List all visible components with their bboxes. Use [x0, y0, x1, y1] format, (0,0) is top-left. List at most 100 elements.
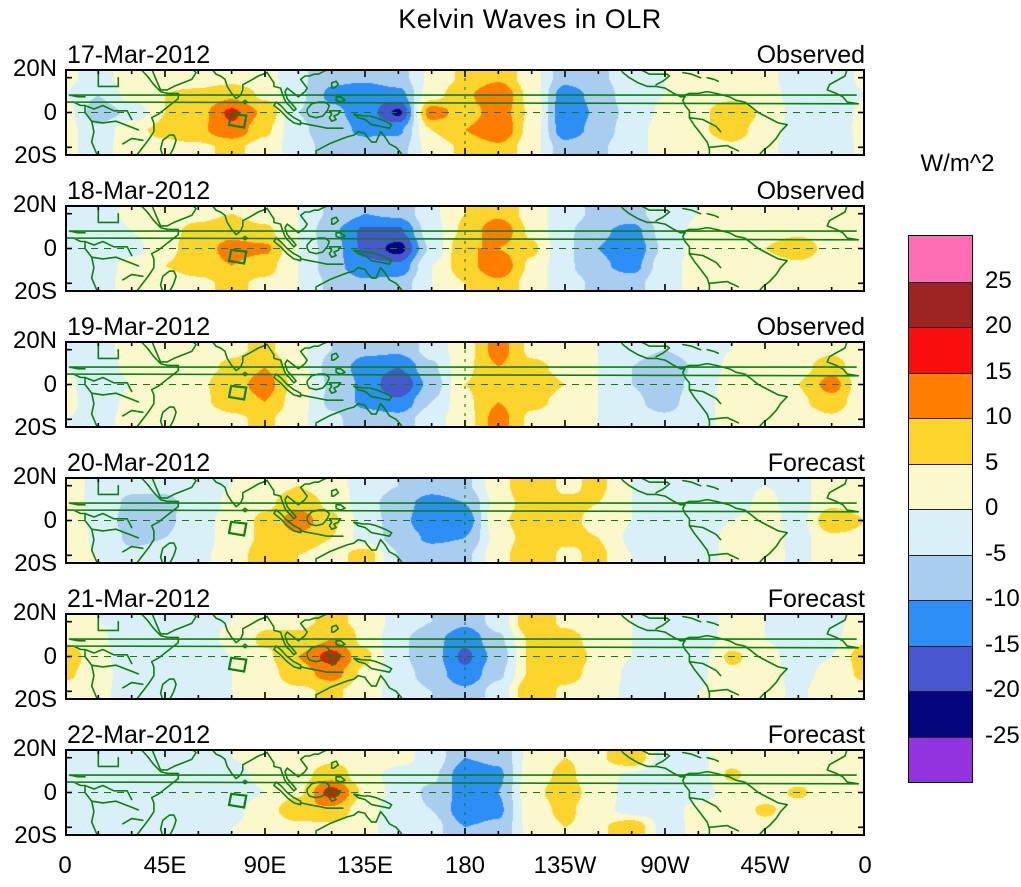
colorbar-tick-labels: 25 20 15 10 5 0 -5 -10 -15 -20 -25: [985, 235, 1021, 783]
coastline-path: [330, 80, 340, 89]
coastline-path: [688, 796, 722, 813]
coastline-path: [353, 793, 393, 809]
coastline-path: [122, 545, 144, 553]
coastline-path: [150, 749, 197, 771]
coastline-path: [150, 613, 197, 635]
coastline-path: [639, 477, 671, 494]
coastline-path: [122, 273, 144, 281]
coastline-path: [68, 366, 857, 370]
map-plot-area: [65, 749, 865, 836]
coastline-path: [335, 504, 346, 511]
colorbar-segment: [909, 372, 972, 418]
coastline-path: [159, 134, 177, 156]
coastline-path: [328, 246, 342, 258]
coastline-path: [353, 657, 393, 673]
colorbar-segment: [909, 736, 972, 782]
coastline-path: [242, 779, 248, 785]
coastline-path: [210, 69, 333, 112]
map-panel-22-mar: 22-Mar-2012 Forecast 20N 0 20S: [13, 721, 865, 848]
coastline-path: [97, 751, 120, 768]
colorbar-segment: [909, 509, 972, 555]
coastline-path: [679, 498, 788, 564]
coastline-path: [335, 776, 346, 783]
coastline-path: [639, 613, 671, 630]
coastline-path: [84, 104, 133, 121]
coastline-path: [97, 71, 120, 88]
y-tick-label-20s: 20S: [14, 414, 57, 441]
coastline-path: [273, 237, 302, 262]
y-tick-label-eq: 0: [43, 507, 57, 534]
coastline-path: [619, 69, 666, 89]
coastline-path: [210, 205, 333, 248]
coastline-path: [315, 674, 404, 700]
coastline-path: [210, 477, 333, 520]
coastline-path: [619, 749, 666, 769]
coastline-path: [68, 502, 857, 506]
coastline-path: [122, 409, 144, 417]
coastline-path: [328, 382, 342, 394]
coastline-path: [330, 760, 340, 769]
coastline-path: [273, 373, 302, 398]
colorbar-tick-label: -5: [985, 539, 1007, 567]
colorbar-segment: [909, 645, 972, 691]
y-tick-label-eq: 0: [43, 371, 57, 398]
colorbar-tick-label: -25: [985, 721, 1020, 749]
target-region-box: [227, 520, 248, 537]
coastline-path: [688, 660, 722, 677]
coastline-path: [708, 552, 740, 560]
coastline-path: [135, 205, 180, 292]
target-region-box: [227, 112, 248, 129]
coastline-path: [706, 348, 720, 354]
colorbar-tick-label: 5: [985, 448, 999, 476]
coastline-path: [639, 205, 671, 222]
x-tick-label: 135E: [336, 852, 394, 879]
coastline-path: [68, 774, 857, 778]
coastline-path: [242, 507, 248, 513]
coastline-path: [330, 488, 340, 497]
coastline-path: [90, 256, 140, 267]
x-tick-label: 45E: [143, 852, 187, 879]
panel-border: [65, 749, 865, 836]
map-plot-area: [65, 613, 865, 700]
coastline-path: [97, 479, 120, 496]
coastline-path: [122, 137, 144, 145]
colorbar-segment: [909, 554, 972, 600]
colorbar-segment: [909, 600, 972, 646]
coastline-path: [306, 373, 331, 391]
map-overlay: [65, 69, 865, 156]
coastline-path: [706, 620, 720, 626]
coastline-path: [682, 343, 702, 351]
target-region-box: [227, 384, 248, 401]
coastline-path: [330, 624, 340, 633]
coastline-path: [84, 240, 133, 257]
panel-border: [65, 69, 865, 156]
coastline-path: [84, 784, 133, 801]
coastline-path: [679, 90, 788, 156]
coastline-path: [66, 477, 860, 564]
coastline-path: [299, 394, 344, 401]
coastline-path: [639, 749, 671, 766]
coastline-path: [122, 817, 144, 825]
colorbar-tick-label: -20: [985, 676, 1020, 703]
y-tick-label-20s: 20S: [14, 550, 57, 577]
coastline-path: [619, 477, 666, 497]
coastline-path: [353, 385, 393, 401]
coastline-path: [682, 479, 702, 487]
x-tick-label: 0: [58, 852, 72, 879]
coastline-path: [84, 648, 133, 665]
coastline-path: [328, 654, 342, 666]
coastline-path: [299, 258, 344, 265]
map-plot-area: [65, 477, 865, 564]
coastline-path: [90, 392, 140, 403]
coastline-path: [97, 343, 120, 360]
coastline-path: [679, 362, 788, 428]
coastline-path: [273, 781, 302, 806]
x-tick-label: 180: [444, 852, 486, 879]
coastline-path: [328, 518, 342, 530]
map-panel-18-mar: 18-Mar-2012 Observed 20N 0 20S: [13, 177, 865, 304]
coastline-path: [664, 359, 711, 428]
coastline-path: [306, 509, 331, 527]
y-tick-label-eq: 0: [43, 779, 57, 806]
coastline-path: [708, 688, 740, 696]
